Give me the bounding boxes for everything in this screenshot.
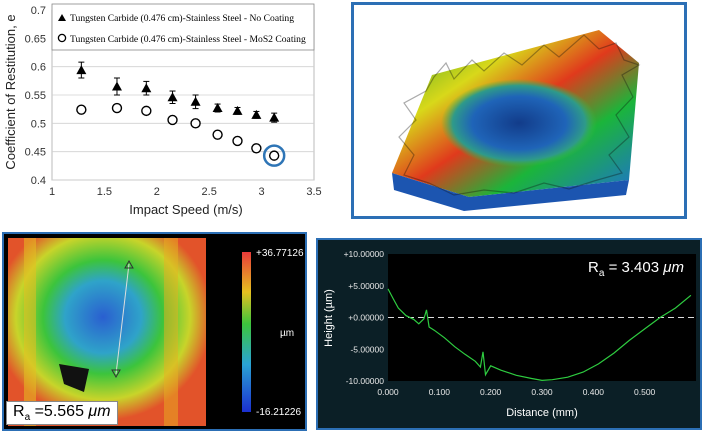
profile-tick-labels: +10.00000 +5.00000 +0.00000 -5.00000 -10.000… — [344, 249, 656, 397]
cor-point-no-coating — [141, 83, 152, 93]
colorbar-max-label: +36.77126 — [256, 248, 304, 259]
cor-tick-labels: 0.4 0.45 0.5 0.55 0.6 0.65 0.7 1 1.5 2 2.5 3 3.5 — [25, 5, 322, 198]
surface-3d-side — [392, 173, 629, 211]
legend-label-mos2-coating: Tungsten Carbide (0.476 cm)-Stainless St… — [70, 34, 306, 45]
cor-point-no-coating — [167, 92, 178, 102]
cor-y-tick-label: 0.4 — [31, 175, 46, 187]
profile-x-tick-label: 0.200 — [480, 387, 502, 397]
surface-map-panel: +36.77126 µm -16.21226 Ra =5.565 μm — [2, 232, 307, 431]
profile-ra-annotation: Ra = 3.403 μm — [588, 259, 684, 279]
surface-3d-panel — [351, 2, 687, 219]
cor-y-tick-label: 0.65 — [25, 33, 46, 45]
profile-x-tick-label: 0.000 — [377, 387, 399, 397]
cor-y-tick-label: 0.55 — [25, 90, 46, 102]
profile-line — [115, 263, 130, 375]
cor-x-tick-label: 1 — [49, 186, 55, 198]
cor-x-tick-label: 2 — [154, 186, 160, 198]
surface-3d-texture — [398, 34, 641, 196]
cor-x-tick-label: 1.5 — [97, 186, 112, 198]
profile-x-axis-label: Distance (mm) — [506, 407, 578, 419]
surface-map-image: +36.77126 µm -16.21226 — [8, 238, 304, 426]
colorbar — [242, 252, 251, 412]
profile-y-tick-label: +0.00000 — [348, 313, 384, 323]
profile-start-marker — [124, 259, 134, 269]
profile-x-tick-label: 0.400 — [583, 387, 605, 397]
cor-point-no-coating — [190, 96, 201, 106]
cor-point-mos2-coating — [251, 143, 262, 154]
profile-chart: +10.00000 +5.00000 +0.00000 -5.00000 -10.000… — [323, 249, 696, 419]
cor-y-tick-label: 0.5 — [31, 118, 46, 130]
colorbar-min-label: -16.21226 — [256, 407, 301, 418]
cor-legend: Tungsten Carbide (0.476 cm)-Stainless St… — [51, 3, 315, 51]
cor-y-tick-label: 0.6 — [31, 62, 46, 74]
cor-chart: 0.4 0.45 0.5 0.55 0.6 0.65 0.7 1 1.5 2 2.5 3 3.5 Imp… — [3, 3, 322, 217]
cor-point-mos2-coating — [268, 150, 280, 161]
cor-x-tick-label: 3.5 — [306, 186, 321, 198]
map-ra-value: 5.565 — [43, 403, 84, 420]
cor-point-no-coating — [111, 81, 122, 91]
profile-y-tick-label: -5.00000 — [350, 344, 384, 354]
profile-series-line — [387, 288, 692, 382]
cor-chart-panel: 0.4 0.45 0.5 0.55 0.6 0.65 0.7 1 1.5 2 2.5 3 3.5 Imp… — [0, 0, 326, 221]
legend-triangle-marker — [58, 14, 66, 21]
cor-point-no-coating — [76, 65, 87, 75]
cor-y-tick-label: 0.7 — [31, 5, 46, 17]
profile-x-tick-label: 0.300 — [531, 387, 553, 397]
profile-y-tick-label: +5.00000 — [348, 281, 384, 291]
cor-y-tick-label: 0.45 — [25, 147, 46, 159]
cor-x-tick-label: 3 — [259, 186, 265, 198]
profile-y-tick-label: -10.00000 — [346, 376, 385, 386]
cor-y-axis-label: Coefficient of Restitution, e — [3, 14, 18, 169]
height-map-streak — [24, 238, 36, 426]
cor-point-mos2-coating — [76, 104, 87, 115]
impact-crater — [441, 79, 597, 167]
highlight-circle — [262, 144, 286, 167]
cor-point-no-coating — [232, 105, 243, 115]
cor-point-no-coating — [269, 112, 280, 122]
cor-point-mos2-coating — [111, 102, 123, 114]
profile-y-tick-label: +10.00000 — [344, 249, 385, 259]
cor-point-mos2-coating — [141, 105, 152, 117]
cor-x-axis-label: Impact Speed (m/s) — [129, 202, 242, 217]
surface-3d-image — [392, 30, 641, 211]
profile-end-marker — [111, 369, 121, 379]
cor-marks — [76, 61, 286, 167]
profile-chart-panel: +10.00000 +5.00000 +0.00000 -5.00000 -10.000… — [316, 238, 702, 430]
colorbar-unit-label: µm — [280, 328, 294, 339]
profile-x-tick-label: 0.100 — [429, 387, 451, 397]
ra-symbol: Ra = 3.403 μm — [588, 259, 684, 279]
profile-ra-value: 3.403 — [622, 259, 660, 276]
map-ra-unit: μm — [88, 403, 111, 420]
cor-point-no-coating — [212, 103, 223, 113]
cor-point-mos2-coating — [190, 118, 201, 129]
profile-y-axis-label: Height (µm) — [323, 289, 335, 347]
legend-circle-marker — [57, 33, 67, 43]
ra-symbol: Ra = — [13, 403, 44, 424]
cor-point-no-coating — [251, 109, 262, 119]
legend-label-no-coating: Tungsten Carbide (0.476 cm)-Stainless St… — [70, 13, 294, 24]
cor-point-mos2-coating — [232, 135, 243, 147]
cor-point-mos2-coating — [212, 129, 223, 140]
cor-point-mos2-coating — [167, 114, 178, 126]
cor-x-tick-label: 2.5 — [202, 186, 217, 198]
profile-ra-unit: μm — [662, 259, 684, 276]
height-map-dark-patch — [59, 364, 89, 392]
height-map-streak — [164, 238, 178, 426]
map-ra-annotation: Ra =5.565 μm — [6, 401, 118, 426]
profile-x-tick-label: 0.500 — [634, 387, 656, 397]
